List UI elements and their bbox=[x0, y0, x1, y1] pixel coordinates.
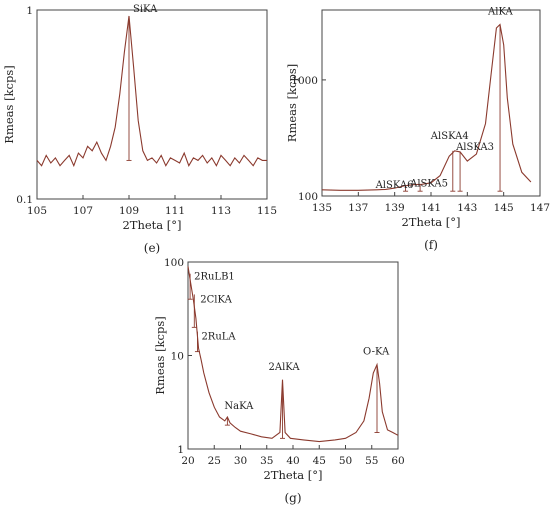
chart-panel-1: 105 107 109 111 113 115 0.1 1 2Theta [°] Rmeas [k… bbox=[2, 4, 277, 255]
y-tick-label: 10 bbox=[171, 351, 184, 363]
y-tick-label: 1000 bbox=[291, 75, 318, 87]
x-tick-label: 139 bbox=[385, 202, 405, 214]
plot-frame bbox=[321, 9, 541, 197]
x-tick-label: 60 bbox=[391, 455, 404, 467]
chart-panel-3: 20 25 30 35 40 45 50 55 60 1 10 100 2Theta [°] Rmeas … bbox=[153, 257, 405, 505]
peak-label: 2AlKA bbox=[269, 362, 301, 373]
peak-label: 2RuLA bbox=[201, 332, 236, 343]
plot-frame bbox=[36, 9, 268, 200]
y-tick-label: 100 bbox=[164, 257, 184, 269]
y-axis-label: Rmeas [kcps] bbox=[2, 65, 16, 143]
peak-label: AlSKA4 bbox=[430, 131, 469, 142]
x-tick-label: 105 bbox=[27, 205, 47, 217]
x-tick-label: 111 bbox=[165, 205, 185, 217]
peak-label: 2RuLB1 bbox=[194, 272, 235, 283]
peak-label: O-KA bbox=[363, 347, 390, 358]
x-tick-label: 137 bbox=[348, 202, 368, 214]
x-tick-label: 143 bbox=[457, 202, 477, 214]
y-tick-label: 1 bbox=[26, 5, 33, 17]
x-tick-label: 113 bbox=[211, 205, 231, 217]
peak-label: AlSKA5 bbox=[409, 178, 448, 189]
chart-panel-2: 135 137 139 141 143 145 147 100 1000 2Theta [°] Rm… bbox=[285, 7, 550, 252]
x-tick-label: 40 bbox=[286, 455, 299, 467]
series-line-1 bbox=[36, 15, 267, 168]
x-tick-label: 35 bbox=[260, 455, 273, 467]
x-tick-label: 50 bbox=[339, 455, 352, 467]
peak-label: AlSKA6 bbox=[375, 180, 414, 191]
x-axis-label: 2Theta [°] bbox=[263, 468, 322, 482]
y-tick-label: 1 bbox=[177, 444, 184, 456]
x-tick-label: 107 bbox=[73, 205, 93, 217]
x-axis-label: 2Theta [°] bbox=[122, 218, 181, 232]
x-tick-label: 45 bbox=[313, 455, 326, 467]
x-tick-label: 147 bbox=[530, 202, 550, 214]
x-tick-label: 115 bbox=[257, 205, 277, 217]
x-tick-label: 141 bbox=[421, 202, 441, 214]
panel-label: (g) bbox=[284, 491, 301, 505]
peak-label: AlSKA3 bbox=[455, 142, 494, 153]
x-tick-label: 20 bbox=[181, 455, 194, 467]
panel-label: (e) bbox=[144, 241, 160, 255]
series-line-1 bbox=[321, 23, 532, 191]
x-tick-label: 109 bbox=[119, 205, 139, 217]
x-axis-label: 2Theta [°] bbox=[401, 215, 460, 229]
peak-label: AlKA bbox=[487, 7, 513, 18]
y-axis-label: Rmeas [kcps] bbox=[285, 64, 299, 142]
y-tick-label: 0.1 bbox=[16, 194, 33, 206]
x-tick-label: 30 bbox=[234, 455, 247, 467]
x-tick-label: 145 bbox=[494, 202, 514, 214]
panel-label: (f) bbox=[424, 238, 438, 252]
x-tick-label: 135 bbox=[312, 202, 332, 214]
x-tick-label: 25 bbox=[208, 455, 221, 467]
y-tick-label: 100 bbox=[298, 191, 318, 203]
y-axis-label: Rmeas [kcps] bbox=[153, 316, 167, 394]
series-line-1 bbox=[187, 266, 399, 443]
peak-label: 2ClKA bbox=[200, 294, 232, 305]
peak-label: NaKA bbox=[224, 401, 254, 412]
peak-label: SiKA bbox=[133, 4, 158, 15]
x-tick-label: 55 bbox=[365, 455, 378, 467]
